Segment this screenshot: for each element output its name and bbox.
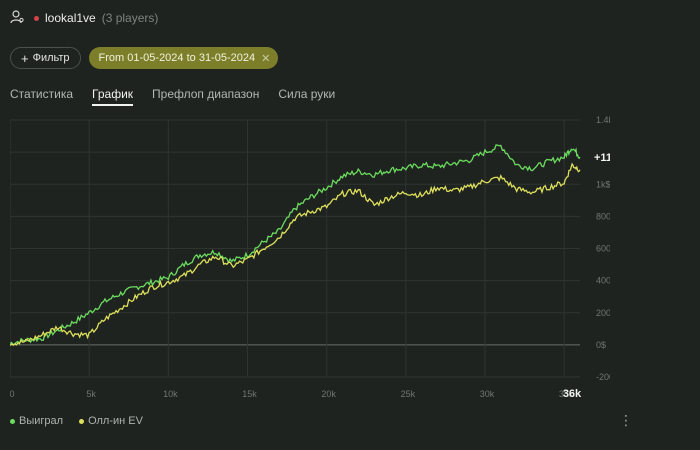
y-tick-label: 1.4k$ xyxy=(596,115,610,125)
tab-hand-strength[interactable]: Сила руки xyxy=(278,87,336,101)
legend-label-allin-ev: Олл-ин EV xyxy=(88,415,143,427)
status-dot xyxy=(34,15,39,21)
x-tick-label: 30k xyxy=(480,389,495,399)
series-line-won xyxy=(9,144,581,346)
legend-swatch-allin-ev xyxy=(79,418,85,424)
legend-label-won: Выиграл xyxy=(19,415,64,427)
x-end-label: 36k xyxy=(563,388,582,400)
close-icon[interactable]: ✕ xyxy=(261,52,271,65)
legend: Выиграл Олл-ин EV xyxy=(10,415,143,427)
x-tick-label: 35k xyxy=(559,389,574,399)
header-bar: lookal1ve (3 players) xyxy=(10,9,158,27)
filter-label: Фильтр xyxy=(32,52,70,64)
date-range-label: From 01-05-2024 to 31-05-2024 xyxy=(98,52,256,64)
legend-item-won[interactable]: Выиграл xyxy=(10,415,63,427)
legend-swatch-won xyxy=(10,418,15,424)
players-count: (3 players) xyxy=(101,11,159,25)
y-tick-label: 600$ xyxy=(596,244,610,254)
chart-svg: 1.4k$ 1k$ 800$ 600$ 400$ 200$ 0$ -200$ 0 5k 10k 15k… xyxy=(9,115,630,400)
end-value-label: +1169$ xyxy=(594,152,610,164)
tab-preflop-range[interactable]: Префлоп диапазон xyxy=(152,87,260,101)
x-tick-label: 15k xyxy=(242,389,257,399)
tab-statistics[interactable]: Статистика xyxy=(10,87,74,101)
y-tick-label: 400$ xyxy=(596,276,610,286)
filter-button[interactable]: + Фильтр xyxy=(10,47,81,69)
series-line-allin-ev xyxy=(9,162,581,347)
y-tick-label: 200$ xyxy=(596,308,610,318)
tabs: Статистика График Префлоп диапазон Сила … xyxy=(10,87,335,106)
y-tick-label: 0$ xyxy=(596,340,606,350)
y-tick-label: 800$ xyxy=(596,211,610,221)
x-tick-label: 10k xyxy=(163,389,178,399)
plus-icon: + xyxy=(21,50,29,66)
x-tick-label: 0 xyxy=(10,389,15,399)
y-tick-label: 1k$ xyxy=(596,179,610,189)
more-vertical-icon[interactable]: ⋮ xyxy=(619,412,633,428)
date-range-chip[interactable]: From 01-05-2024 to 31-05-2024 ✕ xyxy=(88,47,279,69)
x-tick-label: 25k xyxy=(401,389,416,399)
legend-item-allin-ev[interactable]: Олл-ин EV xyxy=(79,415,143,427)
x-tick-label: 20k xyxy=(321,389,336,399)
x-tick-label: 5k xyxy=(86,389,96,399)
tab-graph[interactable]: График xyxy=(92,87,134,106)
y-tick-label: -200$ xyxy=(596,372,610,382)
filters-row: + Фильтр From 01-05-2024 to 31-05-2024 ✕ xyxy=(10,47,279,69)
username[interactable]: lookal1ve xyxy=(45,11,96,25)
user-settings-icon[interactable] xyxy=(10,9,24,27)
chart: 1.4k$ 1k$ 800$ 600$ 400$ 200$ 0$ -200$ 0 5k 10k 15k… xyxy=(9,110,630,410)
